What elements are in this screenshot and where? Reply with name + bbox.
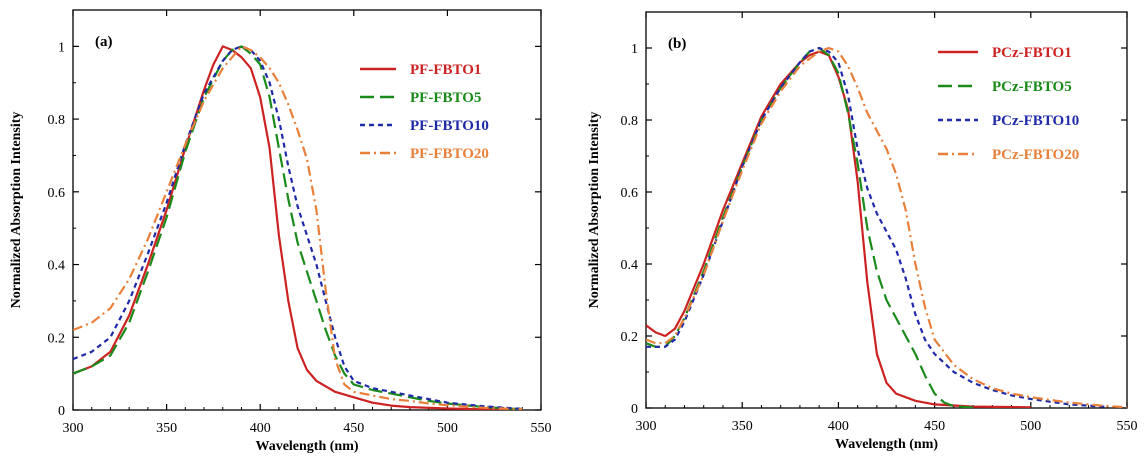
plot-frame	[72, 9, 542, 411]
x-tick-label: 450	[924, 419, 945, 434]
legend-label: PCz-FBTO20	[992, 147, 1079, 163]
y-tick-label: 0.6	[48, 186, 66, 201]
x-axis-label: Wavelength (nm)	[835, 437, 938, 452]
panel-label: (a)	[95, 34, 113, 50]
x-tick-label: 500	[437, 421, 458, 436]
x-tick-label: 400	[250, 421, 271, 436]
y-tick-label: 1	[631, 42, 638, 57]
y-tick-label: 0.2	[48, 331, 66, 346]
x-tick-label: 350	[732, 419, 753, 434]
y-tick-label: 0	[631, 402, 638, 417]
y-tick-label: 1	[58, 40, 65, 55]
x-tick-label: 350	[156, 421, 177, 436]
x-tick-label: 300	[636, 419, 657, 434]
x-axis-label: Wavelength (nm)	[255, 439, 358, 454]
series-line-pf-fbto5	[73, 45, 523, 410]
series-line-pf-fbto20	[73, 45, 523, 410]
x-tick-label: 300	[63, 421, 84, 436]
x-tick-label: 450	[343, 421, 364, 436]
legend-label: PCz-FBTO5	[992, 79, 1072, 95]
legend-label: PF-FBTO5	[410, 90, 481, 106]
legend-label: PCz-FBTO10	[992, 113, 1079, 129]
panel-label: (b)	[668, 36, 686, 52]
y-tick-label: 0	[58, 404, 65, 419]
series-line-pf-fbto1	[73, 45, 523, 410]
legend-label: PF-FBTO20	[410, 146, 489, 162]
plot-frame	[645, 11, 1128, 409]
series-line-pf-fbto10	[73, 45, 523, 410]
panel-b: 300 350 400 450 500 550 0 0.2 0.4 0.6 0.8 1 Waveleng…	[587, 11, 1138, 452]
y-tick-label: 0.4	[48, 259, 66, 274]
y-tick-label: 0.6	[621, 186, 639, 201]
legend-label: PF-FBTO1	[410, 62, 481, 78]
y-tick-label: 0.2	[621, 330, 639, 345]
x-tick-label: 550	[531, 421, 552, 436]
y-axis-label: Normalized Absorption Intensity	[9, 112, 24, 309]
y-axis-label: Normalized Absorption Intensity	[587, 112, 602, 309]
y-tick-label: 0.4	[621, 258, 639, 273]
series-line-pcz-fbto1	[646, 50, 1031, 408]
series-line-pcz-fbto5	[646, 46, 974, 408]
legend-label: PCz-FBTO1	[992, 45, 1072, 61]
y-tick-label: 0.8	[621, 114, 639, 129]
panel-a: 300 350 400 450 500 550 0 0.2 0.4 0.6 0.8 1 Waveleng…	[9, 9, 552, 454]
x-tick-label: 400	[828, 419, 849, 434]
y-tick-label: 0.8	[48, 113, 66, 128]
x-tick-label: 500	[1020, 419, 1041, 434]
legend-label: PF-FBTO10	[410, 118, 489, 134]
x-tick-label: 550	[1117, 419, 1138, 434]
